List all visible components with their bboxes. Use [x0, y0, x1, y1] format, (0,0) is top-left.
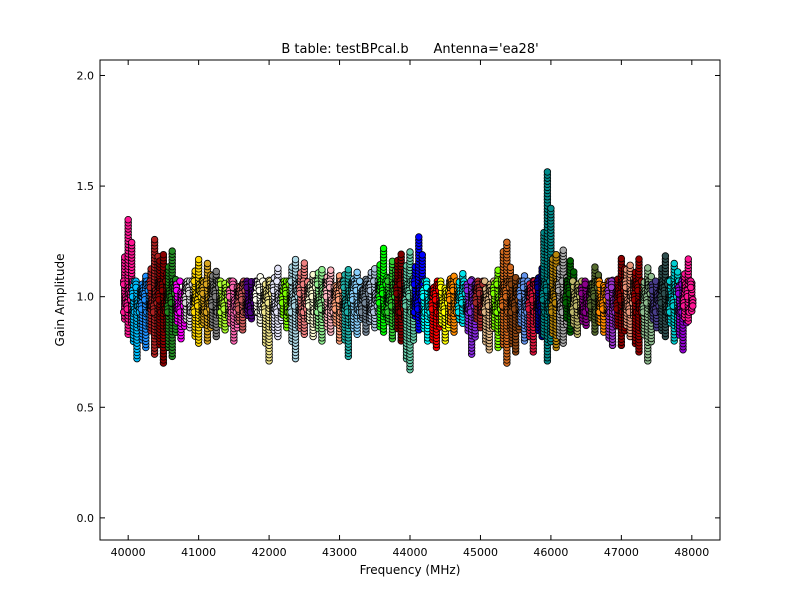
data-point [125, 216, 132, 223]
data-point [169, 248, 176, 255]
data-point [595, 272, 602, 279]
data-point [416, 234, 423, 241]
data-point [327, 267, 334, 274]
data-point [301, 260, 308, 267]
data-point [419, 252, 426, 259]
data-point [380, 245, 387, 252]
data-point [213, 268, 220, 275]
data-point [204, 260, 211, 267]
data-point [128, 239, 135, 246]
data-point [504, 239, 511, 246]
data-point [354, 269, 361, 276]
data-point [319, 266, 326, 273]
data-point [460, 270, 467, 277]
x-tick-label: 44000 [393, 546, 428, 559]
data-point [674, 269, 681, 276]
x-tick-label: 47000 [604, 546, 639, 559]
data-point [160, 251, 167, 258]
data-point [560, 247, 567, 254]
x-tick-label: 43000 [322, 546, 357, 559]
data-point [407, 249, 414, 256]
x-tick-label: 40000 [111, 546, 146, 559]
data-point [567, 258, 574, 265]
x-tick-label: 46000 [533, 546, 568, 559]
data-point [592, 264, 599, 271]
data-point [275, 265, 282, 272]
data-point [570, 269, 577, 276]
data-point [356, 278, 363, 285]
data-point [689, 303, 696, 310]
data-point [507, 264, 514, 271]
x-tick-label: 42000 [252, 546, 287, 559]
data-point [292, 256, 299, 263]
data-point [345, 266, 352, 273]
data-point [644, 265, 651, 272]
data-point [636, 256, 643, 263]
data-point [687, 284, 694, 291]
chart-title: B table: testBPcal.b Antenna='ea28' [281, 42, 538, 57]
data-point [195, 256, 202, 263]
data-point [548, 205, 555, 212]
data-point [618, 255, 625, 262]
data-point [627, 262, 634, 269]
data-point [685, 256, 692, 263]
data-point [671, 260, 678, 267]
data-point [544, 169, 551, 176]
data-point [398, 251, 405, 258]
data-point [151, 236, 158, 243]
data-point [553, 251, 560, 258]
data-point [662, 253, 669, 260]
x-tick-label: 41000 [181, 546, 216, 559]
x-tick-label: 45000 [463, 546, 498, 559]
